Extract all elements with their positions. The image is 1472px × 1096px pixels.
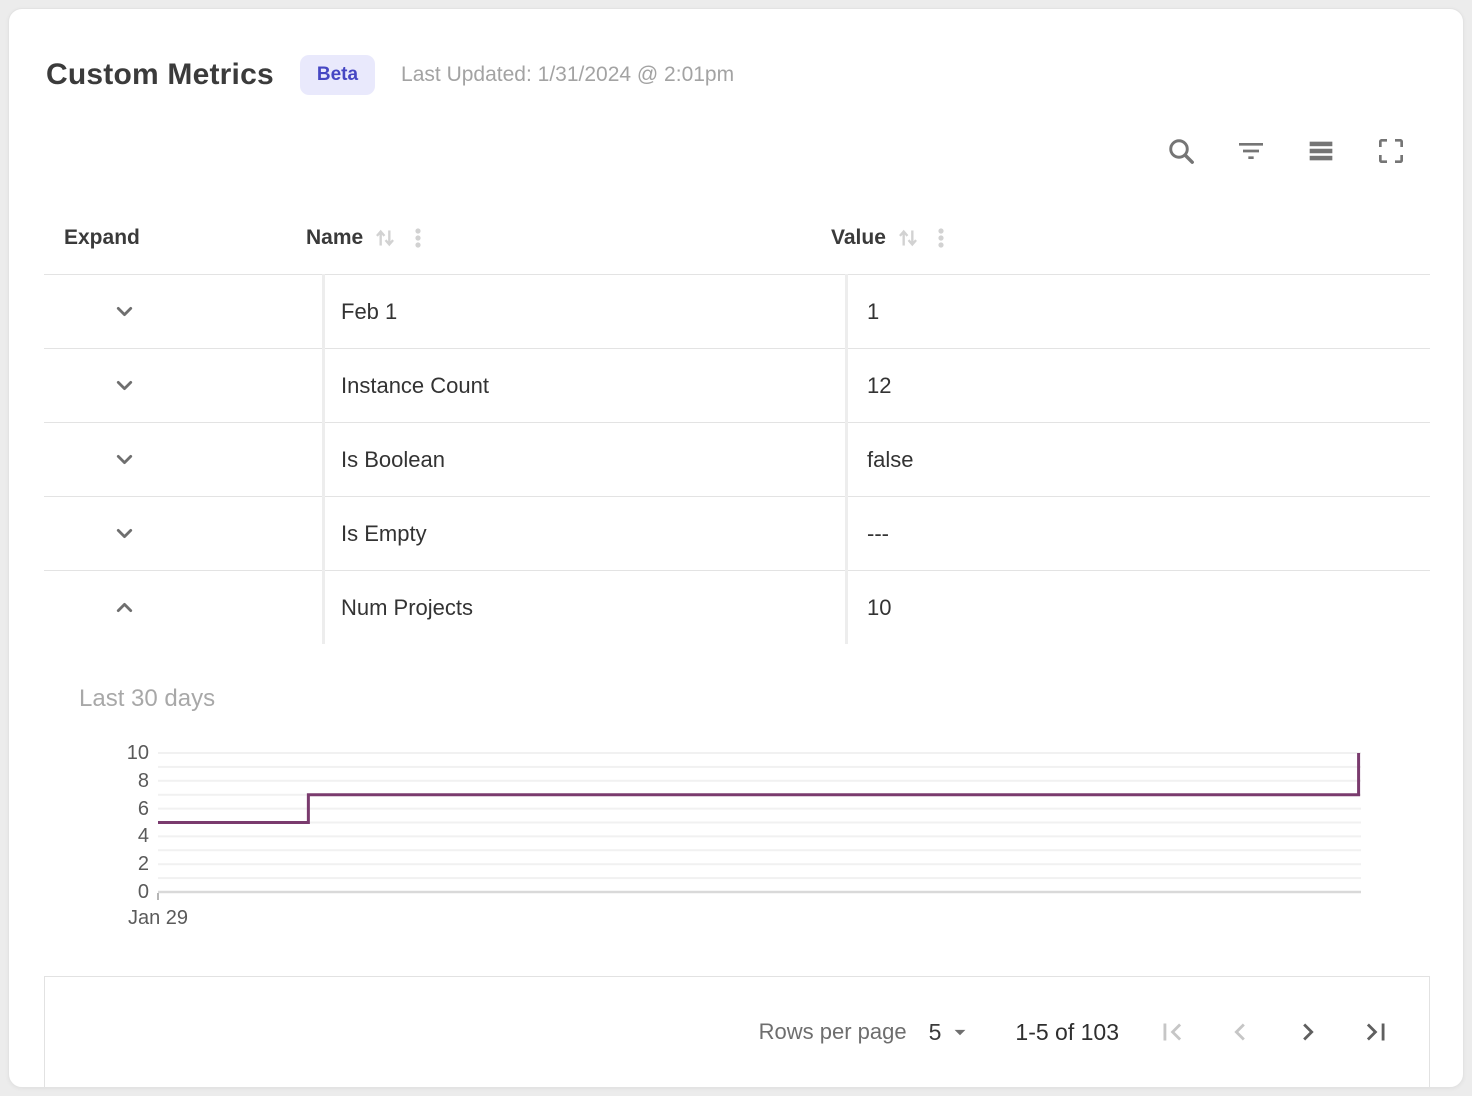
y-tick-label: 4 — [137, 825, 149, 848]
chevron-down-icon — [116, 528, 132, 539]
first-page-button[interactable] — [1149, 1009, 1195, 1055]
cell-name: Feb 1 — [341, 298, 398, 324]
cell-value: --- — [867, 520, 889, 546]
expand-row-button[interactable] — [100, 497, 148, 570]
cell-name: Instance Count — [341, 372, 489, 398]
chart-title: Last 30 days — [79, 685, 216, 712]
page-title: Custom Metrics — [46, 58, 274, 91]
y-tick-label: 0 — [137, 881, 149, 903]
card-header: Custom Metrics Beta Last Updated: 1/31/2… — [46, 51, 734, 99]
next-page-button[interactable] — [1285, 1009, 1331, 1055]
grid-toolbar — [1159, 129, 1413, 173]
first-page-icon — [1163, 1023, 1182, 1041]
sort-icon[interactable] — [894, 224, 922, 252]
expand-row-button[interactable] — [100, 423, 148, 496]
chevron-up-icon — [116, 602, 132, 613]
density-icon — [1309, 141, 1333, 161]
y-tick-label: 2 — [137, 853, 149, 876]
rows-per-page-value: 5 — [928, 1018, 942, 1045]
chevron-down-icon — [116, 454, 132, 465]
custom-metrics-card: Custom Metrics Beta Last Updated: 1/31/2… — [8, 8, 1464, 1088]
fullscreen-icon — [1379, 139, 1403, 163]
fullscreen-button[interactable] — [1369, 129, 1413, 173]
column-divider — [845, 274, 848, 644]
chevron-down-icon — [116, 380, 132, 391]
expand-row-button[interactable] — [100, 349, 148, 422]
chevron-left-icon — [1234, 1023, 1245, 1041]
collapse-row-button[interactable] — [100, 571, 148, 644]
sort-icon[interactable] — [371, 224, 399, 252]
search-button[interactable] — [1159, 129, 1203, 173]
cell-value: 12 — [867, 372, 892, 398]
pagination-range: 1-5 of 103 — [1015, 1018, 1119, 1045]
cell-name: Num Projects — [341, 594, 474, 620]
last-page-button[interactable] — [1353, 1009, 1399, 1055]
paginator: Rows per page 5 1-5 of 103 — [44, 976, 1430, 1087]
expand-row-button[interactable] — [100, 275, 148, 348]
dropdown-caret-icon — [954, 1029, 966, 1036]
rows-per-page-select[interactable]: 5 — [929, 1019, 974, 1046]
table-row: Feb 1 1 — [44, 274, 1430, 348]
last-updated-text: Last Updated: 1/31/2024 @ 2:01pm — [401, 63, 735, 86]
column-header-expand: Expand — [64, 201, 140, 274]
column-menu-icon[interactable] — [407, 224, 429, 252]
x-tick-label: Jan 29 — [127, 907, 189, 929]
cell-name: Is Boolean — [341, 446, 445, 472]
filter-button[interactable] — [1229, 129, 1273, 173]
y-tick-label: 6 — [137, 797, 149, 820]
chevron-right-icon — [1303, 1023, 1314, 1041]
table-row-expanded: Num Projects 10 — [44, 570, 1430, 644]
previous-page-button[interactable] — [1217, 1009, 1263, 1055]
cell-value: false — [867, 446, 914, 472]
table-row: Is Boolean false — [44, 422, 1430, 496]
cell-value: 10 — [867, 594, 892, 620]
filter-icon — [1239, 143, 1263, 159]
column-label-name: Name — [306, 225, 364, 249]
chevron-down-icon — [116, 306, 132, 317]
column-divider — [322, 274, 325, 644]
table-row: Instance Count 12 — [44, 348, 1430, 422]
column-label-expand: Expand — [64, 225, 140, 249]
table-row: Is Empty --- — [44, 496, 1430, 570]
cell-value: 1 — [867, 298, 880, 324]
column-header-value[interactable]: Value — [831, 201, 952, 274]
column-header-name[interactable]: Name — [306, 201, 429, 274]
table-body: Feb 1 1 Instance Count 12 Is Boolean fal… — [44, 274, 1430, 644]
scrollbar-track[interactable] — [1463, 274, 1464, 644]
table-header-row: Expand Name Value — [44, 201, 1430, 274]
sparkline-svg — [157, 752, 1361, 900]
search-icon — [1169, 139, 1194, 164]
column-label-value: Value — [831, 225, 886, 249]
pager-buttons — [1149, 1009, 1399, 1055]
y-tick-label: 8 — [137, 769, 149, 792]
density-button[interactable] — [1299, 129, 1343, 173]
beta-badge: Beta — [299, 55, 376, 95]
rows-per-page-label: Rows per page — [758, 1019, 907, 1044]
cell-name: Is Empty — [341, 520, 427, 546]
last-page-icon — [1366, 1023, 1385, 1041]
y-tick-label: 10 — [126, 742, 149, 764]
column-menu-icon[interactable] — [930, 224, 952, 252]
